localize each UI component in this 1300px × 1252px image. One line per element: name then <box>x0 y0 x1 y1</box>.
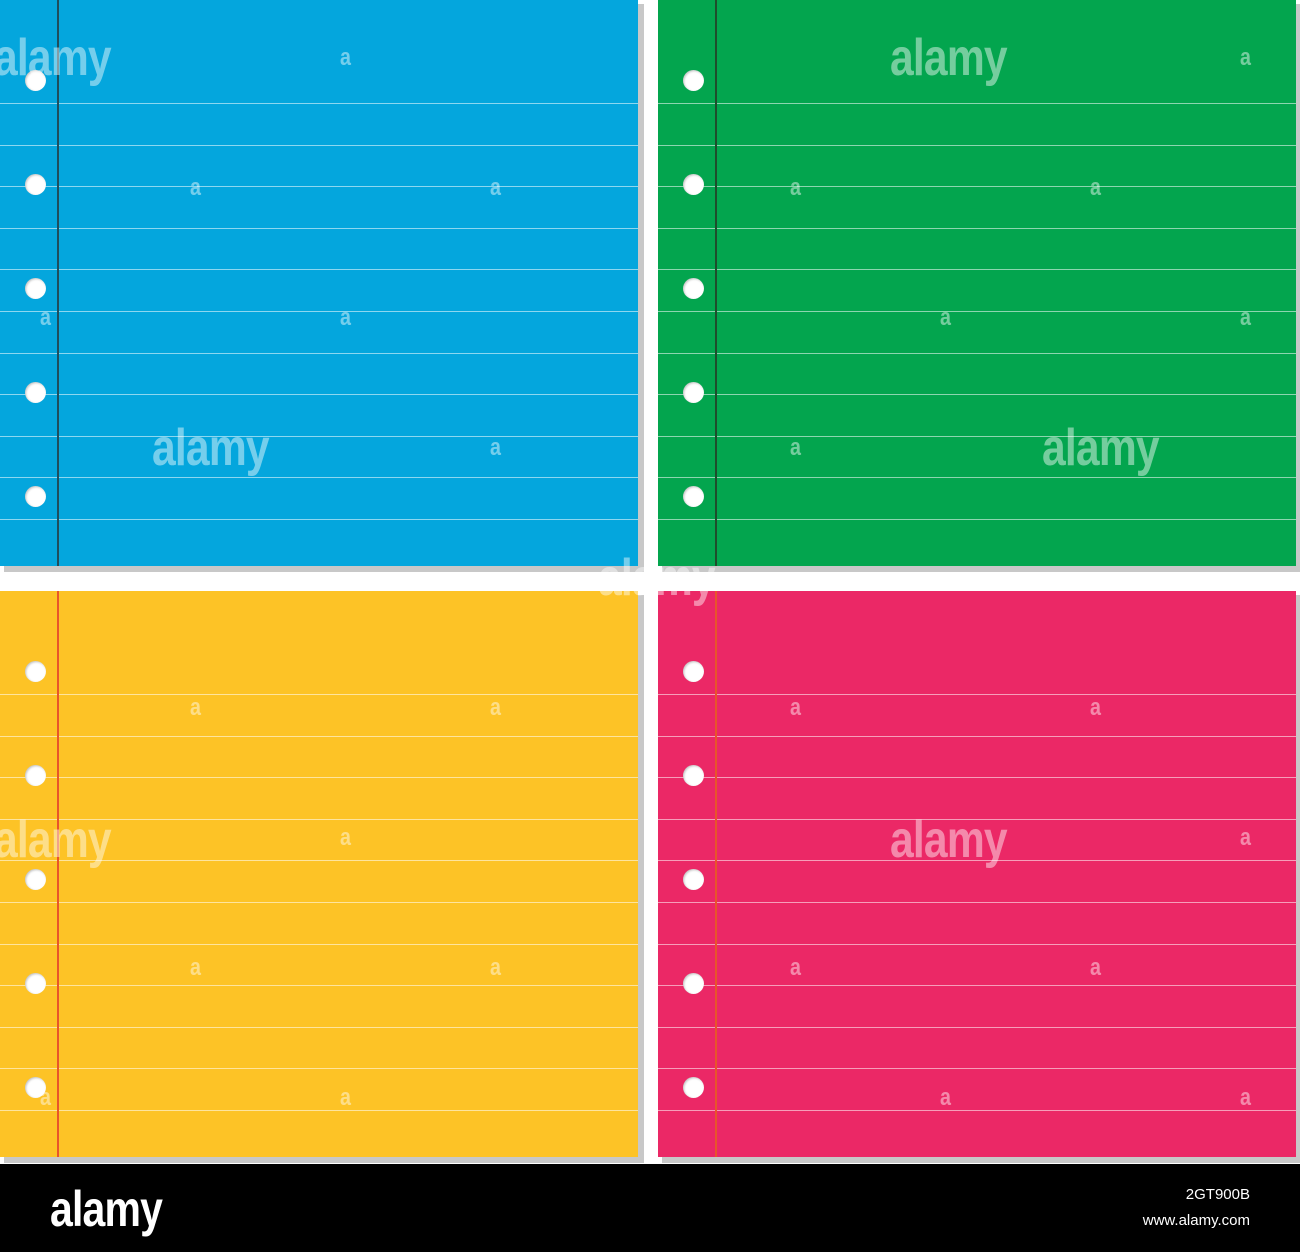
ruled-line <box>658 394 1296 395</box>
ruled-line <box>0 1110 638 1111</box>
punch-hole <box>25 869 46 890</box>
ruled-line <box>0 519 638 520</box>
ruled-line <box>0 819 638 820</box>
ruled-line <box>658 860 1296 861</box>
punch-hole <box>25 70 46 91</box>
punch-hole <box>25 765 46 786</box>
paper-sheet-pink <box>658 591 1300 1163</box>
ruled-line <box>658 1027 1296 1028</box>
ruled-line <box>658 269 1296 270</box>
punch-hole <box>683 382 704 403</box>
footer-image-id: 2GT900B <box>1185 1186 1250 1203</box>
ruled-line <box>0 985 638 986</box>
ruled-line <box>0 902 638 903</box>
punch-hole <box>683 765 704 786</box>
footer-bar: alamy 2GT900B www.alamy.com <box>0 1164 1300 1252</box>
ruled-line <box>658 145 1296 146</box>
margin-line <box>57 591 59 1157</box>
punch-hole <box>683 869 704 890</box>
ruled-line <box>0 477 638 478</box>
footer-url: www.alamy.com <box>1142 1212 1250 1229</box>
punch-hole <box>683 486 704 507</box>
ruled-line <box>0 145 638 146</box>
footer-logo: alamy <box>50 1181 163 1237</box>
ruled-line <box>0 186 638 187</box>
punch-hole <box>683 278 704 299</box>
margin-line <box>715 0 717 566</box>
punch-hole <box>683 70 704 91</box>
punch-hole <box>25 278 46 299</box>
ruled-line <box>0 944 638 945</box>
ruled-line <box>658 353 1296 354</box>
ruled-line <box>658 186 1296 187</box>
punch-hole <box>683 973 704 994</box>
ruled-line <box>0 1027 638 1028</box>
punch-hole <box>25 661 46 682</box>
ruled-line <box>0 860 638 861</box>
punch-hole <box>25 174 46 195</box>
punch-hole <box>25 382 46 403</box>
ruled-line <box>658 103 1296 104</box>
punch-hole <box>683 1077 704 1098</box>
paper-sheet-yellow <box>0 591 644 1163</box>
ruled-line <box>658 736 1296 737</box>
ruled-line <box>658 1068 1296 1069</box>
punch-hole <box>25 973 46 994</box>
ruled-line <box>658 436 1296 437</box>
ruled-line <box>0 694 638 695</box>
margin-line <box>715 591 717 1157</box>
paper-sheet-green <box>658 0 1300 572</box>
margin-line <box>57 0 59 566</box>
ruled-line <box>658 1110 1296 1111</box>
ruled-line <box>658 902 1296 903</box>
ruled-line <box>658 944 1296 945</box>
ruled-line <box>0 736 638 737</box>
ruled-line <box>658 228 1296 229</box>
ruled-line <box>0 777 638 778</box>
punch-hole <box>683 174 704 195</box>
ruled-line <box>0 228 638 229</box>
ruled-line <box>0 353 638 354</box>
ruled-line <box>658 777 1296 778</box>
ruled-line <box>0 394 638 395</box>
ruled-line <box>0 311 638 312</box>
ruled-line <box>658 311 1296 312</box>
paper-sheet-blue <box>0 0 644 572</box>
ruled-line <box>0 269 638 270</box>
punch-hole <box>683 661 704 682</box>
ruled-line <box>0 103 638 104</box>
ruled-line <box>658 819 1296 820</box>
ruled-line <box>0 1068 638 1069</box>
punch-hole <box>25 1077 46 1098</box>
ruled-line <box>658 694 1296 695</box>
ruled-line <box>0 436 638 437</box>
ruled-line <box>658 985 1296 986</box>
ruled-line <box>658 477 1296 478</box>
ruled-line <box>658 519 1296 520</box>
punch-hole <box>25 486 46 507</box>
